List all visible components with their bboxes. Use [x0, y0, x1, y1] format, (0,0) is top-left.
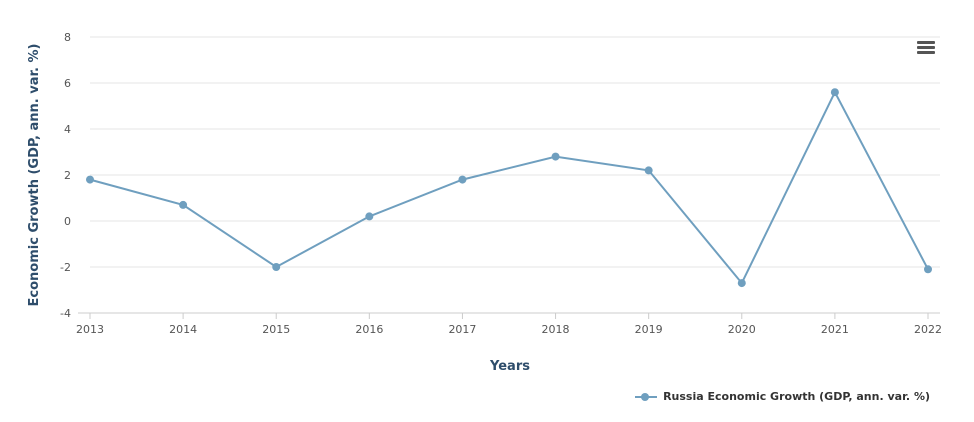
x-axis-title: Years [489, 359, 530, 374]
y-tick-label: -2 [60, 261, 71, 274]
data-point[interactable] [737, 279, 746, 288]
y-tick-label: 8 [64, 31, 71, 44]
legend-series-icon [635, 392, 658, 402]
y-tick-label: 6 [64, 77, 71, 90]
x-tick-label: 2019 [635, 323, 663, 336]
data-point[interactable] [272, 263, 281, 271]
series-points [86, 88, 932, 288]
y-tick-label: 4 [64, 123, 71, 136]
y-axis-title: Economic Growth (GDP, ann. var. %) [27, 44, 42, 307]
legend-label: Russia Economic Growth (GDP, ann. var. %… [663, 390, 930, 403]
series-group [89, 89, 929, 285]
x-tick-label: 2014 [169, 323, 197, 336]
x-tick-label: 2020 [728, 323, 756, 336]
x-tick-label: 2016 [355, 323, 383, 336]
legend-item[interactable]: Russia Economic Growth (GDP, ann. var. %… [635, 390, 930, 403]
x-tick-label: 2018 [542, 323, 570, 336]
y-axis-tick-labels: 8 6 4 2 0 -2 -4 [60, 31, 71, 320]
data-point[interactable] [924, 265, 932, 274]
series-line [89, 89, 929, 285]
y-tick-label: 2 [64, 169, 71, 182]
data-point[interactable] [179, 200, 188, 209]
data-point[interactable] [830, 88, 839, 97]
data-point[interactable] [86, 175, 94, 184]
x-tick-label: 2021 [821, 323, 849, 336]
x-tick-label: 2013 [76, 323, 104, 336]
data-point[interactable] [458, 175, 467, 184]
hamburger-menu-icon[interactable] [914, 38, 938, 58]
x-tick-label: 2022 [914, 323, 942, 336]
y-tick-label: 0 [64, 215, 71, 228]
x-tick-label: 2015 [262, 323, 290, 336]
y-tick-label: -4 [60, 307, 71, 320]
x-axis-tick-labels: 2013 2014 2015 2016 2017 2018 2019 2020 2021 2022 [76, 313, 942, 336]
data-point[interactable] [551, 152, 560, 161]
grid-lines [90, 36, 940, 268]
data-point[interactable] [365, 212, 374, 221]
data-point[interactable] [644, 166, 653, 175]
x-tick-label: 2017 [448, 323, 476, 336]
